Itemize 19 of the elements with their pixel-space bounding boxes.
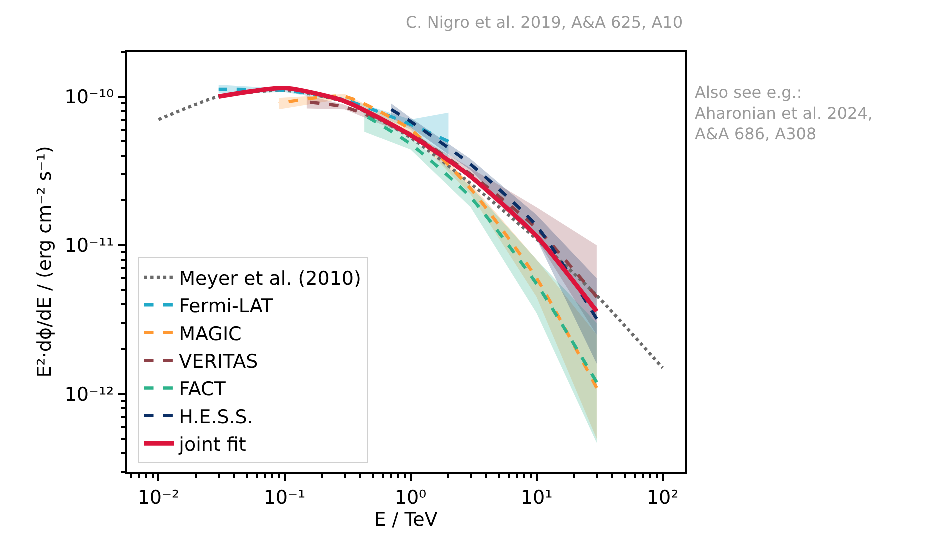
x-axis-title: E / TeV <box>374 508 438 531</box>
x-tick-label: 10⁻¹ <box>264 486 306 509</box>
text: C. Nigro et al. 2019, A&A 625, A10 <box>406 13 683 32</box>
y-tick-label: 10⁻¹² <box>64 384 114 406</box>
x-tick-label: 10² <box>646 486 679 509</box>
x-tick-label: 10¹ <box>520 486 553 509</box>
legend-label: Fermi-LAT <box>179 296 274 318</box>
x-tick-label: 10⁰ <box>394 486 427 509</box>
y-tick-label: 10⁻¹⁰ <box>64 86 114 108</box>
legend-label: MAGIC <box>179 323 242 346</box>
legend-label: joint fit <box>178 434 246 456</box>
legend-label: Meyer et al. (2010) <box>179 268 362 290</box>
legend-label: H.E.S.S. <box>179 406 254 428</box>
text: Also see e.g.: Aharonian et al. 2024, A&A 686, A308 <box>695 83 873 144</box>
x-tick-label: 10⁻² <box>138 486 180 509</box>
legend-label: FACT <box>179 378 226 401</box>
y-axis-title: E²·dϕ/dE / (erg cm⁻² s⁻¹) <box>34 146 56 378</box>
legend-label: VERITAS <box>179 350 258 373</box>
y-tick-label: 10⁻¹¹ <box>64 235 114 258</box>
